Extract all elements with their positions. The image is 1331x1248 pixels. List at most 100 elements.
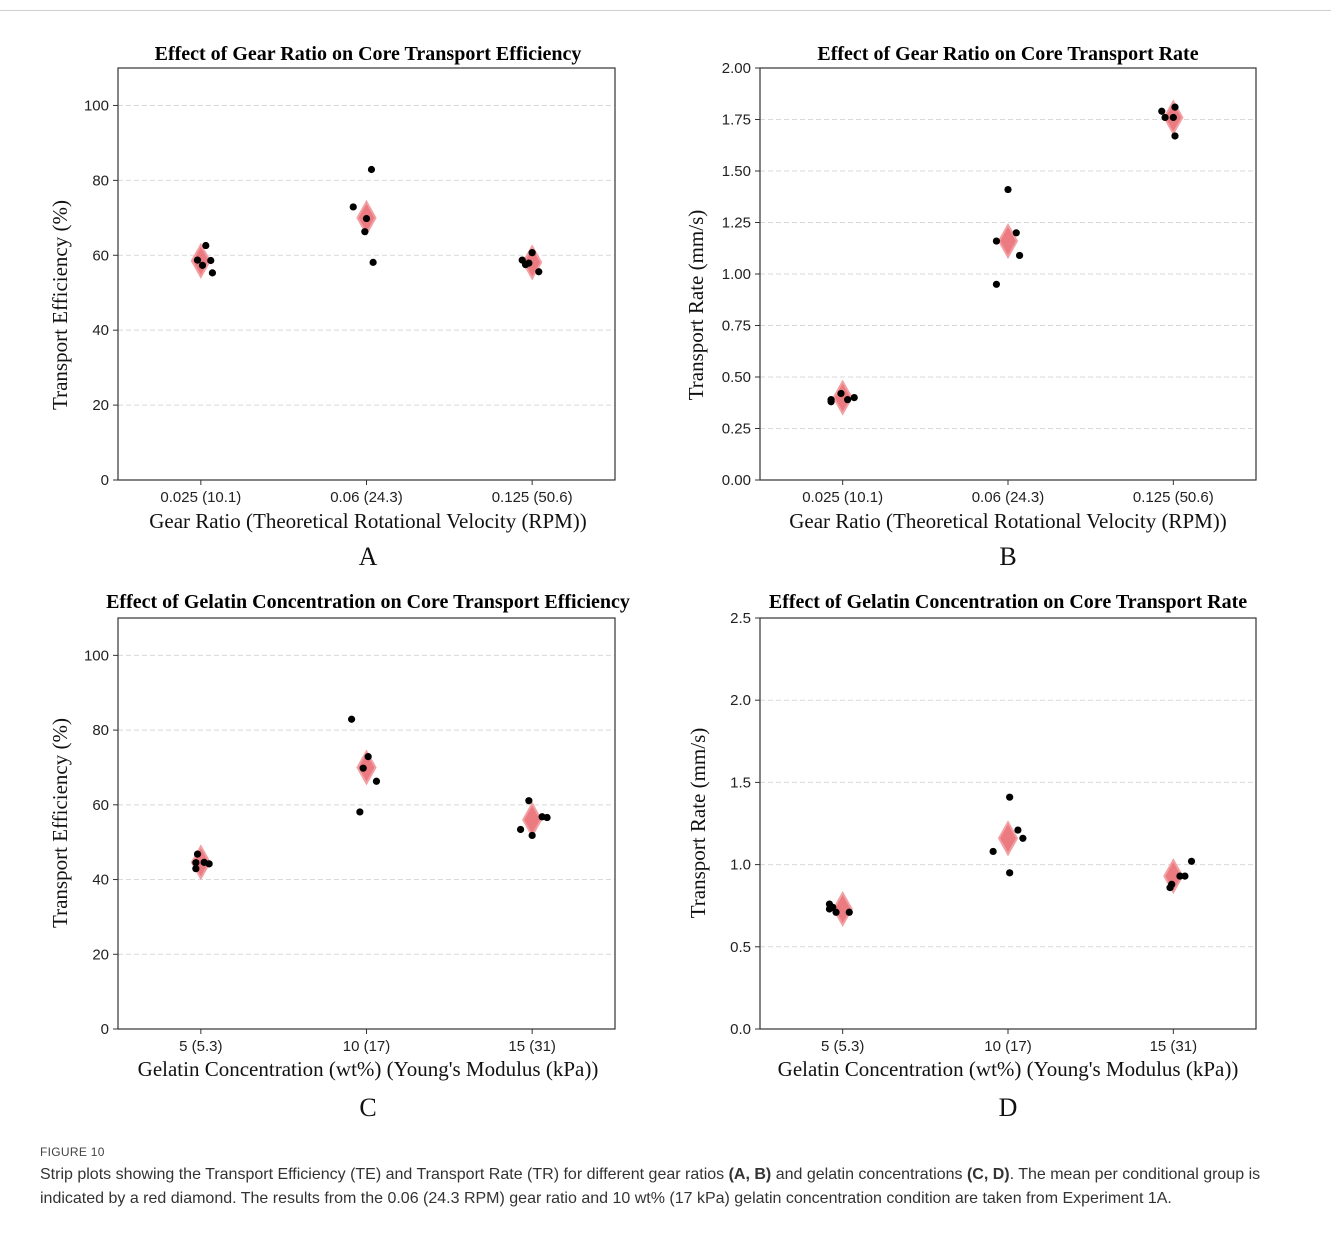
y-axis-label: Transport Rate (mm/s) (686, 728, 710, 919)
y-tick-label: 1.50 (722, 163, 751, 180)
mean-diamond (832, 890, 853, 928)
x-tick-label: 15 (31) (1150, 1038, 1198, 1055)
x-tick-label: 10 (17) (343, 1038, 391, 1055)
y-tick-label: 1.25 (722, 215, 751, 232)
y-tick-label: 20 (92, 946, 109, 963)
panel-letter: C (359, 1093, 376, 1122)
panel-letter: A (359, 542, 378, 571)
x-tick-label: 15 (31) (508, 1038, 556, 1055)
data-point (1169, 113, 1177, 122)
y-tick-label: 1.00 (722, 266, 751, 283)
y-tick-label: 100 (84, 97, 109, 114)
y-tick-label: 60 (92, 797, 109, 814)
data-point (516, 825, 525, 834)
x-axis-label: Gelatin Concentration (wt%) (Young's Mod… (778, 1057, 1239, 1081)
data-point (193, 256, 202, 264)
data-point (1168, 880, 1176, 888)
y-tick-label: 1.5 (730, 774, 751, 791)
data-point (850, 394, 858, 402)
data-point (367, 165, 376, 174)
data-point (528, 831, 536, 840)
data-point (535, 268, 543, 276)
x-tick-label: 0.06 (24.3) (330, 489, 403, 506)
data-point (1006, 793, 1014, 801)
mean-diamond (522, 801, 543, 838)
data-point (372, 777, 381, 785)
x-axis-label: Gear Ratio (Theoretical Rotational Veloc… (149, 509, 587, 533)
y-tick-label: 60 (92, 247, 109, 264)
plot-frame (759, 617, 1257, 1030)
data-point (1187, 857, 1196, 865)
y-tick-label: 80 (92, 722, 109, 739)
data-point (202, 241, 210, 250)
data-point (208, 269, 217, 277)
data-point (1019, 834, 1027, 842)
data-point (192, 859, 200, 867)
mean-diamond (997, 820, 1019, 857)
data-point (205, 860, 213, 868)
data-point (1161, 113, 1169, 122)
y-tick-label: 0.00 (722, 472, 751, 489)
x-tick-label: 0.025 (10.1) (160, 489, 241, 506)
data-point (1004, 185, 1012, 194)
data-point (1158, 107, 1166, 115)
data-point (992, 280, 1001, 288)
data-point (198, 261, 207, 269)
data-point (844, 396, 852, 404)
caption-text: Strip plots showing the Transport Effici… (40, 1163, 1310, 1211)
top-divider (0, 10, 1331, 11)
y-tick-label: 40 (92, 872, 109, 889)
y-axis-label: Transport Efficiency (%) (48, 200, 72, 410)
figure-label: FIGURE 10 (40, 1145, 105, 1159)
x-axis-label: Gear Ratio (Theoretical Rotational Veloc… (789, 509, 1227, 533)
data-point (829, 903, 837, 911)
data-point (1006, 869, 1014, 877)
chart-title: Effect of Gear Ratio on Core Transport E… (155, 43, 582, 65)
y-tick-label: 2.5 (730, 610, 751, 627)
data-point (1015, 251, 1024, 260)
data-point (992, 237, 1001, 245)
data-point (989, 847, 997, 856)
y-tick-label: 0.0 (730, 1021, 751, 1038)
y-tick-label: 0.50 (722, 369, 751, 386)
chart-title: Effect of Gelatin Concentration on Core … (106, 591, 630, 613)
x-tick-label: 5 (5.3) (821, 1038, 864, 1055)
data-point (369, 258, 377, 266)
caption-ref-cd: (C, D) (966, 1166, 1010, 1183)
data-point (1171, 132, 1179, 140)
y-axis-label: Transport Efficiency (%) (48, 718, 72, 928)
data-point (1012, 229, 1020, 237)
x-tick-label: 0.125 (50.6) (492, 489, 573, 506)
y-tick-label: 0 (101, 472, 109, 489)
y-tick-label: 0.75 (722, 318, 751, 335)
data-point (528, 249, 536, 257)
chart-title: Effect of Gelatin Concentration on Core … (769, 591, 1247, 613)
panel-letter: B (999, 542, 1016, 571)
chart-panel-a: Effect of Gear Ratio on Core Transport E… (48, 43, 616, 571)
y-tick-label: 2.0 (730, 692, 751, 709)
x-tick-label: 0.025 (10.1) (802, 489, 883, 506)
data-point (1014, 826, 1022, 834)
x-tick-label: 0.06 (24.3) (972, 489, 1045, 506)
plot-frame (117, 67, 616, 481)
data-point (525, 797, 533, 805)
caption-part: Strip plots showing the Transport Effici… (40, 1166, 729, 1183)
data-point (347, 715, 356, 723)
data-point (827, 396, 835, 404)
data-point (207, 256, 215, 265)
chart-panel-d: Effect of Gelatin Concentration on Core … (686, 591, 1257, 1122)
data-point (845, 908, 853, 916)
data-point (543, 813, 551, 822)
data-point (362, 214, 371, 223)
figure-caption: FIGURE 10 Strip plots showing the Transp… (40, 1145, 1310, 1211)
data-point (1176, 872, 1184, 880)
chart-panel-b: Effect of Gear Ratio on Core Transport R… (684, 43, 1257, 571)
mean-diamond (997, 223, 1019, 260)
y-tick-label: 1.75 (722, 112, 751, 129)
data-point (525, 259, 533, 267)
y-tick-label: 20 (92, 397, 109, 414)
x-tick-label: 5 (5.3) (179, 1038, 222, 1055)
caption-ref-ab: (A, B) (728, 1166, 772, 1183)
x-tick-label: 0.125 (50.6) (1133, 489, 1214, 506)
data-point (192, 865, 200, 873)
